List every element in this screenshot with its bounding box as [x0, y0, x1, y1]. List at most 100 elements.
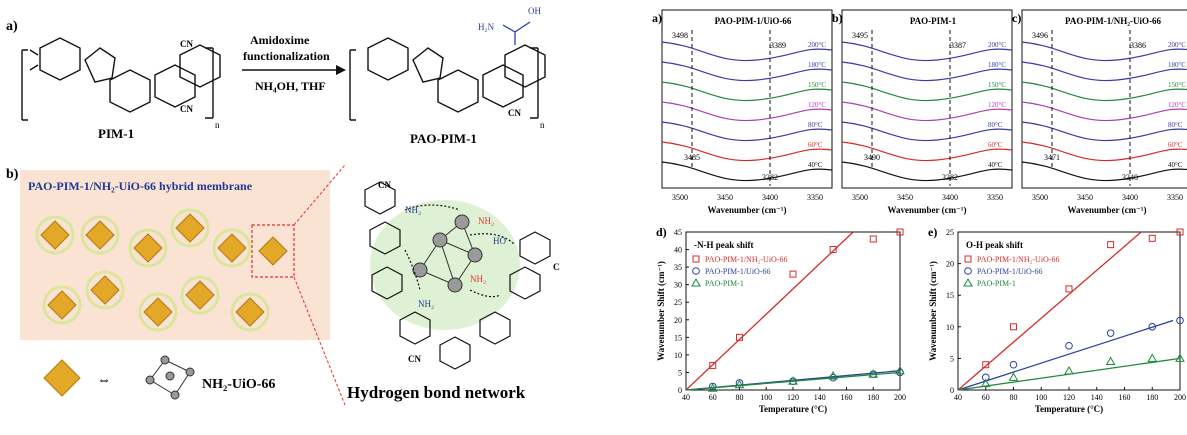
y-tick-label: 20 [946, 260, 954, 269]
x-tick-label: 80 [736, 393, 744, 402]
data-point [896, 228, 904, 236]
data-point [869, 235, 877, 243]
data-point [1010, 323, 1017, 331]
cn-label-1: CN [180, 39, 193, 49]
legend-marker [692, 255, 700, 263]
data-point [1176, 316, 1184, 325]
hbond-dots [404, 204, 516, 298]
ir-temp-label: 180°C [808, 61, 826, 69]
hbond-structure [364, 181, 551, 370]
data-point [1148, 234, 1156, 242]
mof-crystal [85, 270, 125, 310]
x-tick-label: 100 [760, 393, 772, 402]
y-tick-label: 0 [950, 386, 954, 395]
legend-label: PAO-PIM-1 [705, 279, 744, 288]
ir-curve [1021, 81, 1187, 102]
x-tick-label: 180 [867, 393, 879, 402]
n-label-1: n [215, 120, 220, 130]
ir-curve [1021, 101, 1187, 122]
hbond-nh2-label-2: NH₂ [478, 216, 494, 226]
ir-tick-label: 3500 [852, 193, 868, 202]
ir-tick-label: 3350 [807, 193, 823, 202]
amidoxime-group [502, 21, 531, 45]
hbond-cn-label-2: CN [553, 262, 560, 272]
hbond-glow [370, 200, 520, 330]
x-tick-label: 120 [1063, 393, 1075, 402]
ir-temp-label: 40°C [988, 161, 1003, 169]
ir-curve [1021, 41, 1187, 62]
x-tick-label: 80 [1010, 393, 1018, 402]
fit-line [957, 319, 1174, 391]
mof-cluster-icon [145, 355, 195, 400]
data-point [1065, 341, 1073, 350]
x-tick-label: 200 [894, 393, 906, 402]
x-tick-label: 140 [814, 393, 826, 402]
data-point [736, 333, 743, 341]
ir-panel-title: PAO-PIM-1/UiO-66 [715, 16, 792, 26]
ir-peak-label: 3389 [770, 41, 786, 50]
ir-temp-label: 120°C [988, 101, 1006, 109]
y-tick-label: 35 [674, 263, 682, 272]
data-point [789, 270, 797, 278]
zr-cluster [412, 214, 483, 293]
ir-panel-title: PAO-PIM-1 [910, 16, 957, 26]
hbond-title: Hydrogen bond network [347, 383, 526, 402]
y-tick-label: 15 [946, 291, 954, 300]
x-tick-label: 160 [841, 393, 853, 402]
ir-tick-label: 3350 [1167, 193, 1183, 202]
zoom-line-bottom [293, 276, 346, 406]
ir-temp-label: 60°C [988, 141, 1003, 149]
ir-peak-label: 3495 [852, 31, 868, 40]
fit-line [685, 371, 901, 391]
ir-peak-label: 3490 [864, 153, 880, 162]
data-point [1106, 329, 1115, 337]
ir-peak-label: 3485 [684, 153, 700, 162]
x-tick-label: 200 [1174, 393, 1186, 402]
mof-crystal [42, 285, 82, 325]
data-point [1175, 353, 1185, 362]
ir-panel-letter: a) [652, 11, 662, 25]
arrow-text-1: Amidoxime [250, 33, 310, 47]
mof-crystal-legend [43, 359, 81, 397]
ir-temp-label: 60°C [808, 141, 823, 149]
y-tick-label: 5 [678, 368, 682, 377]
ir-frame [661, 9, 833, 189]
ir-tick-label: 3450 [1077, 193, 1093, 202]
ir-curve [1021, 121, 1187, 142]
y-tick-label: 40 [674, 246, 682, 255]
ir-panel: c) PAO-PIM-1/NH₂-UiO-66 200°C 180°C 150°C 120… [1012, 9, 1187, 215]
cn-label-2: CN [180, 104, 193, 114]
zoom-line-top [293, 164, 346, 226]
ir-xlabel: Wavenumber (cm⁻¹) [1067, 205, 1146, 215]
mof-crystal [35, 215, 75, 255]
mof-crystal [170, 208, 210, 248]
x-axis-label: Temperature (°C) [759, 404, 827, 414]
mof-crystal [212, 228, 252, 268]
legend-label: PAO-PIM-1 [977, 279, 1016, 288]
ir-peak-label: 3382 [942, 173, 958, 182]
data-point [707, 383, 718, 392]
x-tick-label: 60 [709, 393, 717, 402]
ir-curve [661, 141, 833, 162]
ir-temp-label: 150°C [808, 81, 826, 89]
label-a: a) [6, 19, 18, 34]
hbond-cn-label-1: CN [378, 180, 391, 190]
data-point [1107, 241, 1115, 249]
legend-label: PAO-PIM-1/NH₂-UiO-66 [705, 255, 788, 264]
data-point [709, 361, 717, 369]
ir-temp-label: 200°C [1168, 41, 1186, 49]
x-tick-label: 60 [982, 393, 990, 402]
ir-panel: a) PAO-PIM-1/UiO-66 200°C 180°C 150°C 120°C 80… [652, 9, 833, 215]
hbond-nh2-label-3: NH₂ [418, 299, 434, 309]
ir-frame [841, 9, 1013, 189]
mof-crystal [80, 215, 120, 255]
chart-panel-letter: d) [656, 225, 667, 239]
hbond-nh2-label-1: NH₂ [405, 205, 421, 215]
ir-peak-label: 3386 [1130, 41, 1146, 50]
data-point [1064, 366, 1074, 375]
data-point [828, 370, 838, 380]
membrane-title: PAO-PIM-1/NH₂-UiO-66 hybrid membrane [28, 179, 253, 193]
x-tick-label: 100 [1035, 393, 1047, 402]
hbond-nh2-label-4: NH₂ [470, 274, 486, 284]
